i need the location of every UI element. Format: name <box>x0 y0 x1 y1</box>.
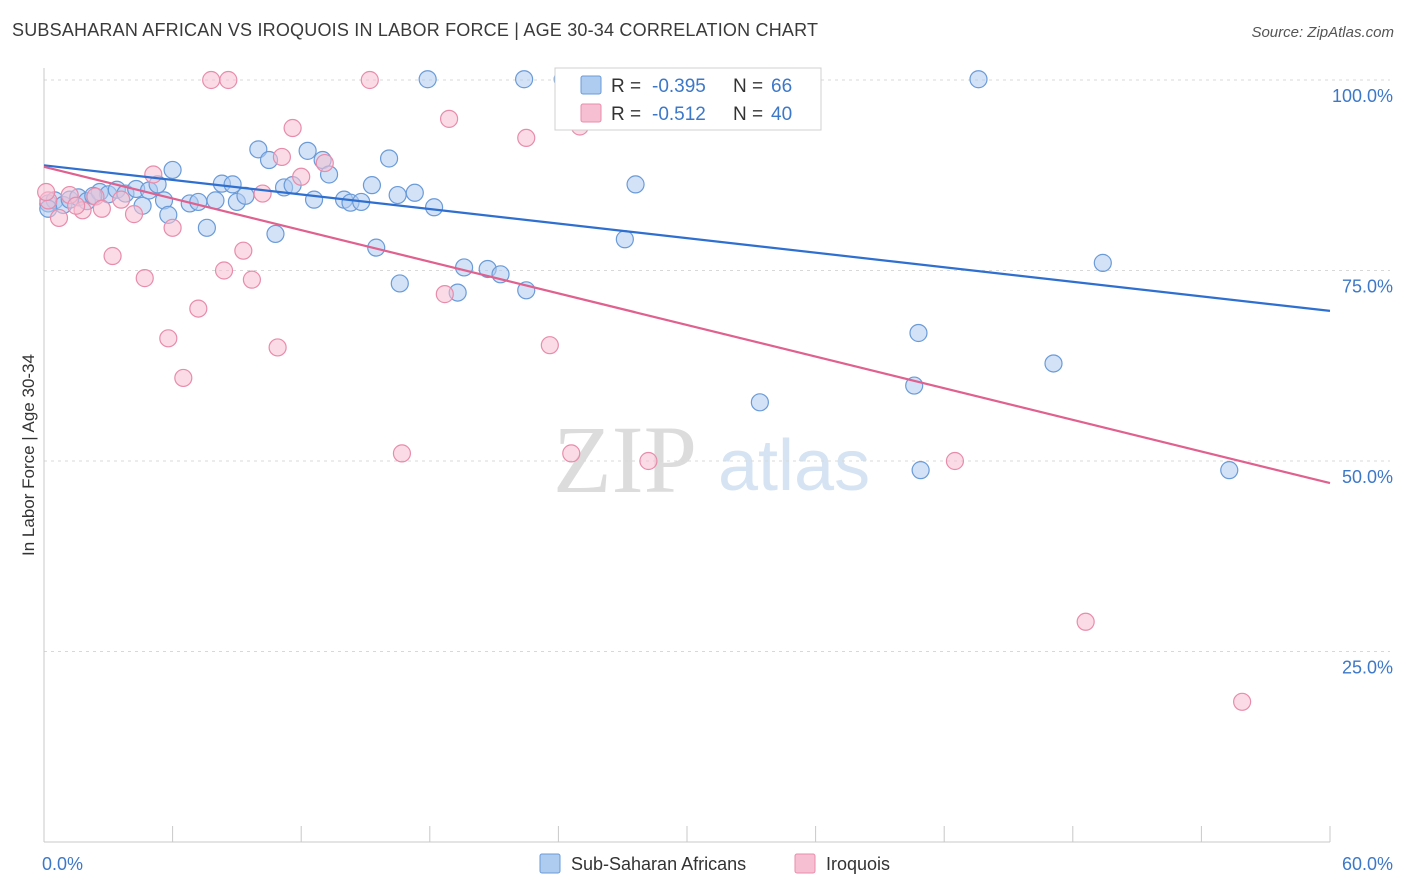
data-point <box>405 183 424 202</box>
data-point <box>540 336 559 355</box>
legend-r-label-1: R = <box>611 76 641 97</box>
data-point <box>292 167 311 186</box>
trend-line-sub-saharan-africans <box>43 164 1331 312</box>
data-point <box>304 190 324 209</box>
trend-line-iroquois <box>43 165 1331 485</box>
data-point <box>163 218 182 237</box>
data-point <box>174 368 193 388</box>
watermark-atlas: atlas <box>718 426 870 506</box>
data-point <box>202 70 221 90</box>
data-point <box>911 461 930 480</box>
y-axis-title: In Labor Force | Age 30-34 <box>19 354 38 556</box>
series-legend: Sub-Saharan Africans Iroquois <box>539 853 890 874</box>
chart-title: SUBSAHARAN AFRICAN VS IROQUOIS IN LABOR … <box>12 20 819 40</box>
data-point <box>272 147 292 167</box>
source-label: Source: ZipAtlas.com <box>1251 24 1394 41</box>
data-point <box>360 70 379 90</box>
data-point <box>219 70 238 90</box>
bottom-legend-swatch-blue <box>539 853 561 874</box>
data-point <box>112 190 131 209</box>
data-point <box>67 196 86 215</box>
data-point <box>1044 354 1063 373</box>
y-axis-tick-labels: 25.0% 50.0% 75.0% 100.0% <box>1332 86 1393 678</box>
data-point <box>1220 461 1239 480</box>
data-point <box>234 241 253 260</box>
legend-n-value-1: 66 <box>771 76 792 97</box>
data-point <box>945 451 965 471</box>
y-tick-label: 25.0% <box>1342 658 1393 678</box>
data-point <box>390 274 409 293</box>
legend-r-value-1: -0.395 <box>652 76 706 97</box>
data-point <box>249 140 268 159</box>
data-point <box>253 184 272 203</box>
data-point <box>379 149 399 168</box>
bottom-legend-swatch-pink <box>794 853 816 874</box>
data-point <box>615 230 634 249</box>
x-axis-ticks <box>43 826 1331 842</box>
data-point <box>424 198 444 217</box>
data-point <box>266 224 285 244</box>
legend-n-value-2: 40 <box>771 104 792 125</box>
data-point <box>37 182 56 202</box>
data-point <box>214 261 234 280</box>
x-tick-label-max: 60.0% <box>1342 854 1393 874</box>
bottom-legend-label-pink: Iroquois <box>826 854 890 874</box>
data-point <box>388 185 407 205</box>
data-point <box>639 451 658 471</box>
data-point <box>1233 692 1252 711</box>
series-iroquois <box>37 70 1252 711</box>
data-point <box>1076 612 1095 631</box>
data-point <box>750 393 769 412</box>
correlation-legend: R = -0.395 N = 66 R = -0.512 N = 40 <box>554 67 822 131</box>
y-tick-label: 50.0% <box>1342 467 1393 487</box>
data-point <box>92 199 111 218</box>
gridlines <box>44 79 1390 652</box>
data-point <box>283 118 302 138</box>
data-point <box>562 444 581 463</box>
data-point <box>909 323 928 343</box>
data-point <box>362 176 382 195</box>
legend-r-label-2: R = <box>611 104 641 125</box>
legend-swatch-blue <box>580 75 602 95</box>
data-point <box>223 175 242 194</box>
legend-swatch-pink <box>580 103 602 123</box>
data-point <box>454 258 474 277</box>
data-point <box>103 246 122 266</box>
data-point <box>124 205 144 224</box>
data-point <box>418 70 437 89</box>
data-point <box>144 165 163 184</box>
data-point <box>969 70 988 89</box>
x-tick-label-min: 0.0% <box>42 854 83 874</box>
data-point <box>206 191 225 210</box>
data-point <box>135 269 154 288</box>
y-tick-label: 100.0% <box>1332 86 1393 106</box>
legend-n-label-2: N = <box>733 104 763 125</box>
data-point <box>163 160 182 180</box>
watermark: ZIP atlas <box>553 406 870 513</box>
legend-n-label-1: N = <box>733 76 763 97</box>
trend-lines <box>43 164 1331 485</box>
data-point <box>1093 253 1112 272</box>
data-point <box>189 299 208 318</box>
data-point <box>49 208 69 228</box>
y-tick-label: 75.0% <box>1342 277 1393 297</box>
data-point <box>242 270 262 289</box>
data-point <box>517 128 536 148</box>
data-point <box>439 109 459 128</box>
data-point <box>298 141 317 160</box>
bottom-legend-label-blue: Sub-Saharan Africans <box>571 854 746 874</box>
data-point <box>315 153 334 173</box>
data-point <box>435 285 454 304</box>
legend-r-value-2: -0.512 <box>652 104 706 125</box>
data-point <box>159 329 178 348</box>
data-point <box>515 70 534 89</box>
data-point <box>197 218 216 237</box>
data-point <box>392 444 412 463</box>
data-point <box>626 175 645 194</box>
data-point <box>189 192 208 212</box>
data-point <box>268 338 287 357</box>
